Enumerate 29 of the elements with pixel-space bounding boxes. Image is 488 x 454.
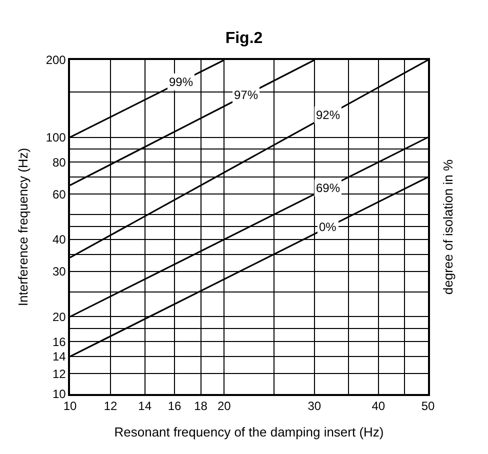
y-tick-label: 14 xyxy=(52,350,66,364)
y-tick-label: 60 xyxy=(52,187,66,202)
chart-title: Fig.2 xyxy=(225,30,263,47)
x-tick-label: 50 xyxy=(421,399,435,414)
y-tick-label: 30 xyxy=(52,264,66,279)
x-tick-label: 18 xyxy=(194,399,208,414)
series-label: 92% xyxy=(316,108,340,122)
y-tick-label: 200 xyxy=(46,53,66,68)
series-label: 0% xyxy=(319,220,337,234)
y-tick-label: 20 xyxy=(52,310,66,324)
x-tick-label: 20 xyxy=(218,399,232,414)
x-tick-label: 12 xyxy=(104,399,118,414)
y-tick-label: 16 xyxy=(52,334,66,349)
x-tick-label: 16 xyxy=(168,399,182,414)
series-label: 69% xyxy=(316,181,340,195)
y2-axis-title: degree of isolation in % xyxy=(440,158,456,295)
y-tick-label: 40 xyxy=(52,232,66,247)
x-tick-label: 10 xyxy=(63,399,77,414)
y-tick-label: 80 xyxy=(52,155,66,170)
y-tick-label: 10 xyxy=(52,387,66,402)
x-tick-label: 14 xyxy=(138,399,152,414)
y-axis-title: Interference frequency (Hz) xyxy=(15,148,30,306)
x-tick-label: 40 xyxy=(372,399,386,414)
y-tick-label: 12 xyxy=(52,366,66,381)
series-label: 99% xyxy=(169,75,194,89)
series-label: 97% xyxy=(234,88,258,102)
y-tick-label: 100 xyxy=(46,130,66,144)
x-axis-title: Resonant frequency of the damping insert (Hz) xyxy=(114,424,384,440)
x-tick-label: 30 xyxy=(308,399,322,414)
